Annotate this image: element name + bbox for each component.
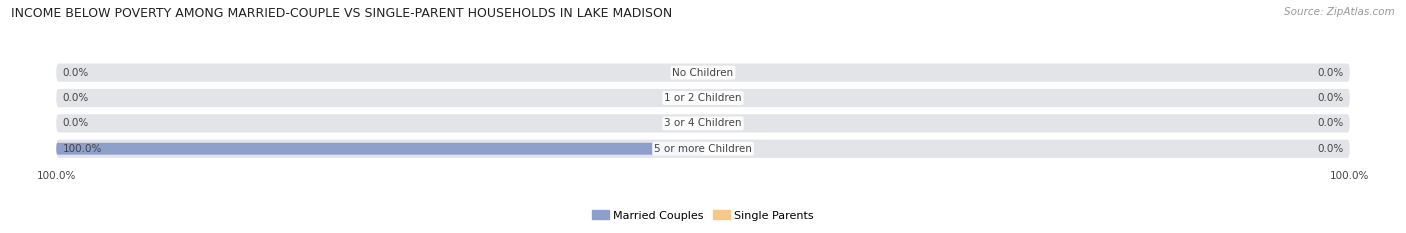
Text: 0.0%: 0.0%	[1317, 68, 1343, 78]
FancyBboxPatch shape	[56, 114, 1350, 133]
Text: No Children: No Children	[672, 68, 734, 78]
FancyBboxPatch shape	[56, 89, 1350, 107]
Text: 3 or 4 Children: 3 or 4 Children	[664, 118, 742, 128]
Legend: Married Couples, Single Parents: Married Couples, Single Parents	[588, 206, 818, 225]
Text: INCOME BELOW POVERTY AMONG MARRIED-COUPLE VS SINGLE-PARENT HOUSEHOLDS IN LAKE MA: INCOME BELOW POVERTY AMONG MARRIED-COUPL…	[11, 7, 672, 20]
FancyBboxPatch shape	[56, 63, 1350, 82]
Text: 0.0%: 0.0%	[63, 118, 89, 128]
Text: 100.0%: 100.0%	[63, 144, 103, 154]
Text: 0.0%: 0.0%	[1317, 93, 1343, 103]
Text: 1 or 2 Children: 1 or 2 Children	[664, 93, 742, 103]
Text: 0.0%: 0.0%	[63, 68, 89, 78]
Text: 0.0%: 0.0%	[1317, 118, 1343, 128]
FancyBboxPatch shape	[56, 140, 1350, 158]
Text: Source: ZipAtlas.com: Source: ZipAtlas.com	[1284, 7, 1395, 17]
Text: 5 or more Children: 5 or more Children	[654, 144, 752, 154]
Text: 0.0%: 0.0%	[63, 93, 89, 103]
FancyBboxPatch shape	[56, 143, 703, 155]
Text: 0.0%: 0.0%	[1317, 144, 1343, 154]
